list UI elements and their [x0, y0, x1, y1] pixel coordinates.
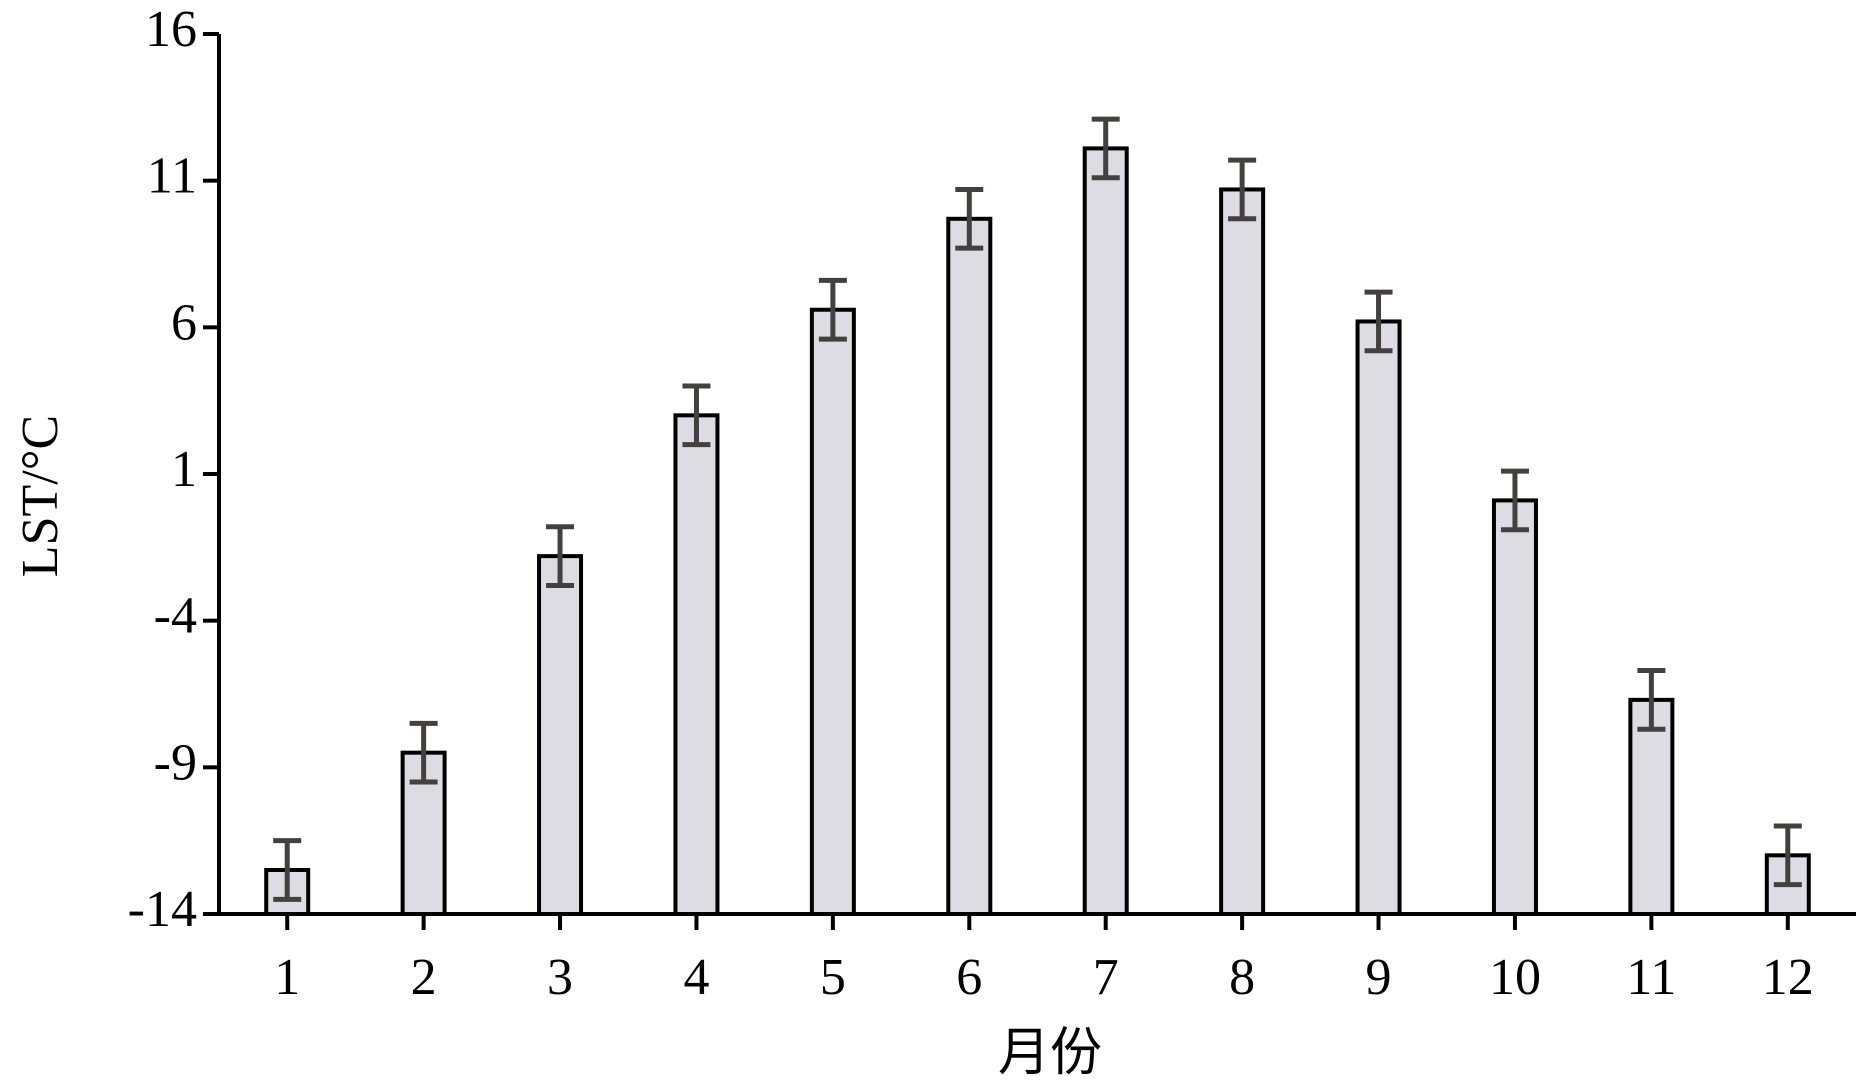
bar: [1082, 146, 1129, 916]
bar: [809, 307, 856, 916]
error-bar: [682, 383, 711, 448]
x-tick-label: 7: [1093, 949, 1119, 1006]
y-tick-label: 1: [171, 441, 197, 498]
y-axis-label: LST/°C: [12, 415, 69, 577]
x-tick-label: 4: [683, 949, 709, 1006]
error-bar: [955, 186, 984, 251]
x-tick-label: 10: [1489, 949, 1541, 1006]
error-bar: [273, 838, 302, 902]
bar: [1219, 187, 1266, 916]
y-tick-label: -14: [128, 881, 197, 938]
x-tick-label: 3: [547, 949, 573, 1006]
error-bar: [546, 524, 575, 588]
error-bar: [1364, 289, 1393, 354]
x-tick-label: 12: [1762, 949, 1814, 1006]
x-tick-label: 1: [274, 949, 300, 1006]
bar: [1491, 498, 1538, 916]
x-tick-label: 11: [1626, 949, 1676, 1006]
bar: [1628, 697, 1675, 916]
x-tick-label: 2: [411, 949, 437, 1006]
x-tick-label: 9: [1366, 949, 1392, 1006]
bar: [946, 216, 993, 917]
y-tick-label: 11: [147, 148, 197, 205]
y-tick-label: 16: [145, 1, 197, 58]
y-tick-label: -4: [154, 588, 197, 645]
y-tick-label: 6: [171, 294, 197, 351]
x-tick-label: 6: [956, 949, 982, 1006]
error-bar: [1091, 116, 1120, 181]
x-tick-label: 5: [820, 949, 846, 1006]
error-bar: [1637, 668, 1666, 732]
error-bar: [818, 277, 847, 342]
error-bar: [1228, 157, 1257, 222]
bar: [537, 554, 584, 917]
error-bar: [409, 720, 438, 785]
x-axis-label: 月份: [998, 1025, 1102, 1082]
error-bar: [1500, 468, 1529, 533]
x-tick-label: 8: [1229, 949, 1255, 1006]
error-bar: [1773, 823, 1802, 888]
bar: [1355, 319, 1402, 916]
y-tick-label: -9: [154, 734, 197, 791]
bar: [673, 413, 720, 916]
